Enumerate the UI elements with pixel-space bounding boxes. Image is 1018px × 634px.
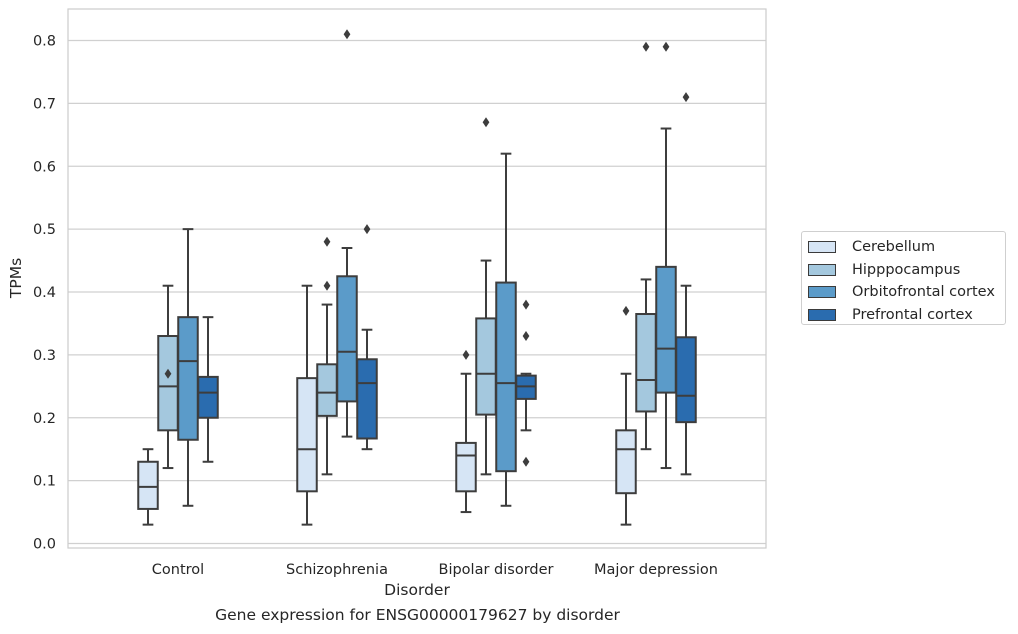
outlier-point xyxy=(323,236,331,247)
box-iqr xyxy=(615,429,637,495)
outlier-point xyxy=(682,92,690,103)
box-cerebellum xyxy=(296,284,318,526)
y-tick-label: 0.4 xyxy=(33,285,56,301)
outlier-point xyxy=(343,29,351,40)
outlier-point xyxy=(363,224,371,235)
box-iqr xyxy=(197,375,219,419)
box-prefrontal-cortex xyxy=(197,316,219,463)
outlier-point xyxy=(642,41,650,52)
box-iqr xyxy=(177,316,199,441)
box-iqr xyxy=(655,265,677,394)
x-tick-label: Major depression xyxy=(594,562,718,578)
legend-item: Orbitofrontal cortex xyxy=(808,281,1005,304)
outlier-point xyxy=(522,456,530,467)
x-tick-label: Schizophrenia xyxy=(286,562,388,578)
outlier-point xyxy=(482,117,490,128)
legend-item: Hipppocampus xyxy=(808,259,1005,282)
box-iqr xyxy=(137,460,159,510)
legend-label: Hipppocampus xyxy=(852,261,961,278)
chart-caption: Gene expression for ENSG00000179627 by d… xyxy=(215,606,620,624)
box-iqr xyxy=(495,281,517,473)
box-prefrontal-cortex xyxy=(515,299,537,467)
y-tick-label: 0.3 xyxy=(33,348,56,364)
legend-label: Orbitofrontal cortex xyxy=(852,284,995,301)
box-orbitofrontal-cortex xyxy=(655,41,677,470)
box-iqr xyxy=(316,363,338,417)
box-orbitofrontal-cortex xyxy=(336,29,358,438)
outlier-point xyxy=(462,349,470,360)
box-iqr xyxy=(356,358,378,440)
box-hipppocampus xyxy=(157,284,179,470)
legend-item: Prefrontal cortex xyxy=(808,304,1005,327)
box-cerebellum xyxy=(137,448,159,526)
y-tick-label: 0.2 xyxy=(33,411,56,427)
legend-swatch-orbitofrontal-cortex xyxy=(808,286,836,299)
box-hipppocampus xyxy=(475,117,497,476)
legend-swatch-cerebellum xyxy=(808,241,836,254)
outlier-point xyxy=(622,305,630,316)
outlier-point xyxy=(164,368,172,379)
legend-item: Cerebellum xyxy=(808,236,1005,259)
y-tick-label: 0.7 xyxy=(33,96,56,112)
box-hipppocampus xyxy=(316,236,338,476)
outlier-point xyxy=(323,280,331,291)
x-tick-label: Bipolar disorder xyxy=(439,562,554,578)
outlier-point xyxy=(522,299,530,310)
box-cerebellum xyxy=(615,305,637,526)
box-iqr xyxy=(455,441,477,493)
box-iqr xyxy=(336,275,358,403)
box-prefrontal-cortex xyxy=(675,92,697,476)
x-tick-labels: Control Schizophrenia Bipolar disorder Majo… xyxy=(152,562,718,578)
y-tick-label: 0.1 xyxy=(33,474,56,490)
box-orbitofrontal-cortex xyxy=(177,228,199,507)
box-iqr xyxy=(675,336,697,424)
box-iqr xyxy=(635,313,657,413)
box-iqr xyxy=(475,317,497,416)
outlier-point xyxy=(662,41,670,52)
legend-label: Cerebellum xyxy=(852,239,936,256)
y-tick-label: 0.8 xyxy=(33,34,56,50)
y-tick-label: 0.0 xyxy=(33,537,56,553)
box-series xyxy=(137,29,697,526)
outlier-point xyxy=(522,331,530,342)
y-tick-labels: 0.0 0.1 0.2 0.3 0.4 0.5 0.6 0.7 0.8 xyxy=(33,34,56,553)
legend: Cerebellum Hipppocampus Orbitofrontal co… xyxy=(801,231,1006,325)
box-cerebellum xyxy=(455,349,477,514)
box-iqr xyxy=(157,335,179,432)
y-tick-label: 0.6 xyxy=(33,159,56,175)
box-orbitofrontal-cortex xyxy=(495,152,517,507)
plot-frame xyxy=(67,8,767,549)
legend-swatch-prefrontal-cortex xyxy=(808,308,836,321)
box-prefrontal-cortex xyxy=(356,224,378,451)
legend-swatch-hippocampus xyxy=(808,263,836,276)
box-iqr xyxy=(296,377,318,493)
y-axis-label: TPMs xyxy=(7,258,25,299)
legend-label: Prefrontal cortex xyxy=(852,306,973,323)
x-tick-label: Control xyxy=(152,562,204,578)
x-axis-label: Disorder xyxy=(384,581,450,599)
y-tick-label: 0.5 xyxy=(33,222,56,238)
